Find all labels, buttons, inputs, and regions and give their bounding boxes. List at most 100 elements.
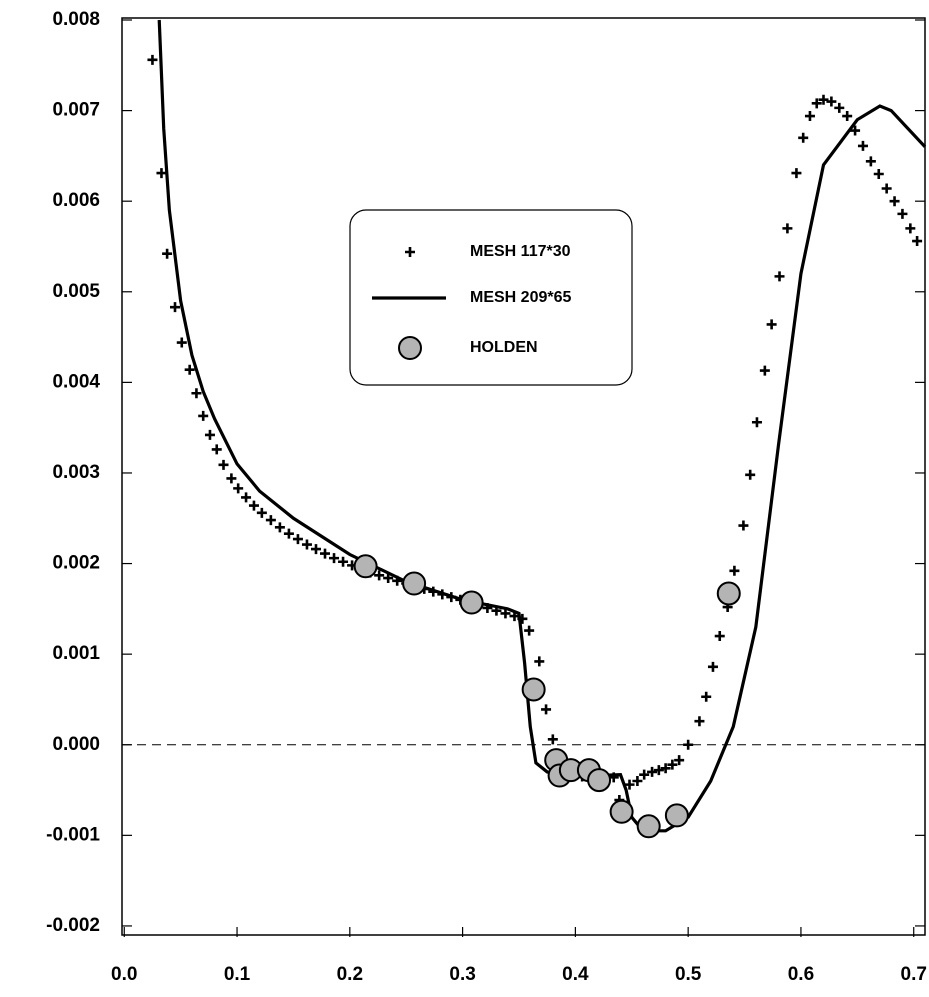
y-tick-label: 0.003 [52, 462, 100, 483]
cross-marker [850, 125, 861, 136]
x-tick-label: 0.6 [788, 964, 814, 985]
x-tick-label: 0.4 [562, 964, 589, 985]
cross-marker [639, 769, 650, 780]
cross-marker [766, 319, 777, 330]
cross-marker [446, 592, 457, 603]
x-tick-label: 0.3 [449, 964, 475, 985]
cross-marker [147, 54, 158, 65]
cross-marker [865, 156, 876, 167]
y-tick-label: 0.004 [52, 371, 100, 392]
cross-marker [301, 539, 312, 550]
cross-marker [701, 691, 712, 702]
circle-marker [402, 571, 427, 596]
cross-marker [707, 661, 718, 672]
cross-marker [482, 602, 493, 613]
cross-marker [198, 410, 209, 421]
y-tick-label: 0.002 [52, 553, 100, 574]
circle-marker [459, 590, 484, 615]
cross-marker [218, 459, 229, 470]
cross-marker [782, 223, 793, 234]
cross-marker [632, 775, 643, 786]
cross-marker [383, 573, 394, 584]
y-tick-label: 0.007 [52, 100, 100, 121]
x-tick-label: 0.0 [111, 964, 137, 985]
cross-marker [256, 507, 267, 518]
cross-marker [791, 168, 802, 179]
circle-marker [664, 803, 689, 828]
cross-marker [176, 337, 187, 348]
cross-marker [374, 570, 385, 581]
cross-marker [881, 183, 892, 194]
plot-frame [121, 17, 926, 936]
legend: MESH 117*30 MESH 209*65 HOLDEN [372, 243, 571, 360]
cross-marker [265, 515, 276, 526]
circle-marker [353, 554, 378, 579]
legend-label: MESH 209*65 [470, 289, 571, 306]
cross-marker [905, 223, 916, 234]
x-tick-label: 0.1 [224, 964, 251, 985]
cross-marker [491, 605, 502, 616]
cross-marker [774, 271, 785, 282]
x-tick-label: 0.7 [901, 964, 927, 985]
cross-marker [329, 553, 340, 564]
circle-marker [521, 677, 546, 702]
y-tick-label: 0.001 [52, 643, 100, 664]
cross-marker [798, 132, 809, 143]
cross-marker [428, 586, 439, 597]
y-tick-label: 0.006 [52, 190, 100, 211]
circle-marker [609, 799, 634, 824]
cross-marker [647, 766, 658, 777]
cross-marker [211, 444, 222, 455]
cross-marker [674, 755, 685, 766]
cross-marker [517, 613, 528, 624]
cross-marker [811, 98, 822, 109]
circle-marker [587, 768, 612, 793]
cross-marker [292, 534, 303, 545]
cross-marker [667, 759, 678, 770]
cross-marker [683, 739, 694, 750]
cross-marker [857, 140, 868, 151]
cross-marker [541, 704, 552, 715]
cross-marker [392, 575, 403, 586]
cross-marker [162, 248, 173, 259]
cross-marker [694, 716, 705, 727]
cross-marker [156, 168, 167, 179]
x-tick-label: 0.5 [675, 964, 702, 985]
cross-marker [897, 208, 908, 219]
cross-marker [170, 302, 181, 313]
cross-marker [437, 589, 448, 600]
y-tick-label: 0.005 [52, 281, 100, 302]
legend-label: MESH 117*30 [470, 243, 571, 260]
cross-marker [818, 94, 829, 105]
circle-marker [636, 814, 661, 839]
y-tick-label: -0.002 [46, 915, 100, 936]
cross-marker [738, 520, 749, 531]
cross-marker [653, 765, 664, 776]
cross-marker [759, 365, 770, 376]
cross-marker [547, 734, 558, 745]
cross-marker [226, 473, 237, 484]
cross-marker [729, 565, 740, 576]
cross-marker [405, 247, 415, 257]
cross-marker [804, 111, 815, 122]
cross-marker [204, 429, 215, 440]
legend-box [349, 209, 633, 386]
x-tick-label: 0.2 [337, 964, 363, 985]
cross-marker [624, 779, 635, 790]
cross-marker [274, 522, 285, 533]
cross-marker [184, 364, 195, 375]
cross-marker [889, 196, 900, 207]
cross-marker [834, 102, 845, 113]
legend-label: HOLDEN [470, 339, 538, 356]
cross-marker [826, 96, 837, 107]
cross-marker [233, 483, 244, 494]
y-tick-label: 0.000 [52, 734, 100, 755]
cross-marker [745, 469, 756, 480]
cross-marker [714, 631, 725, 642]
cross-marker [283, 528, 294, 539]
cross-marker [524, 625, 535, 636]
cross-marker [310, 544, 321, 555]
cross-marker [338, 556, 349, 567]
series-line [157, 19, 927, 833]
